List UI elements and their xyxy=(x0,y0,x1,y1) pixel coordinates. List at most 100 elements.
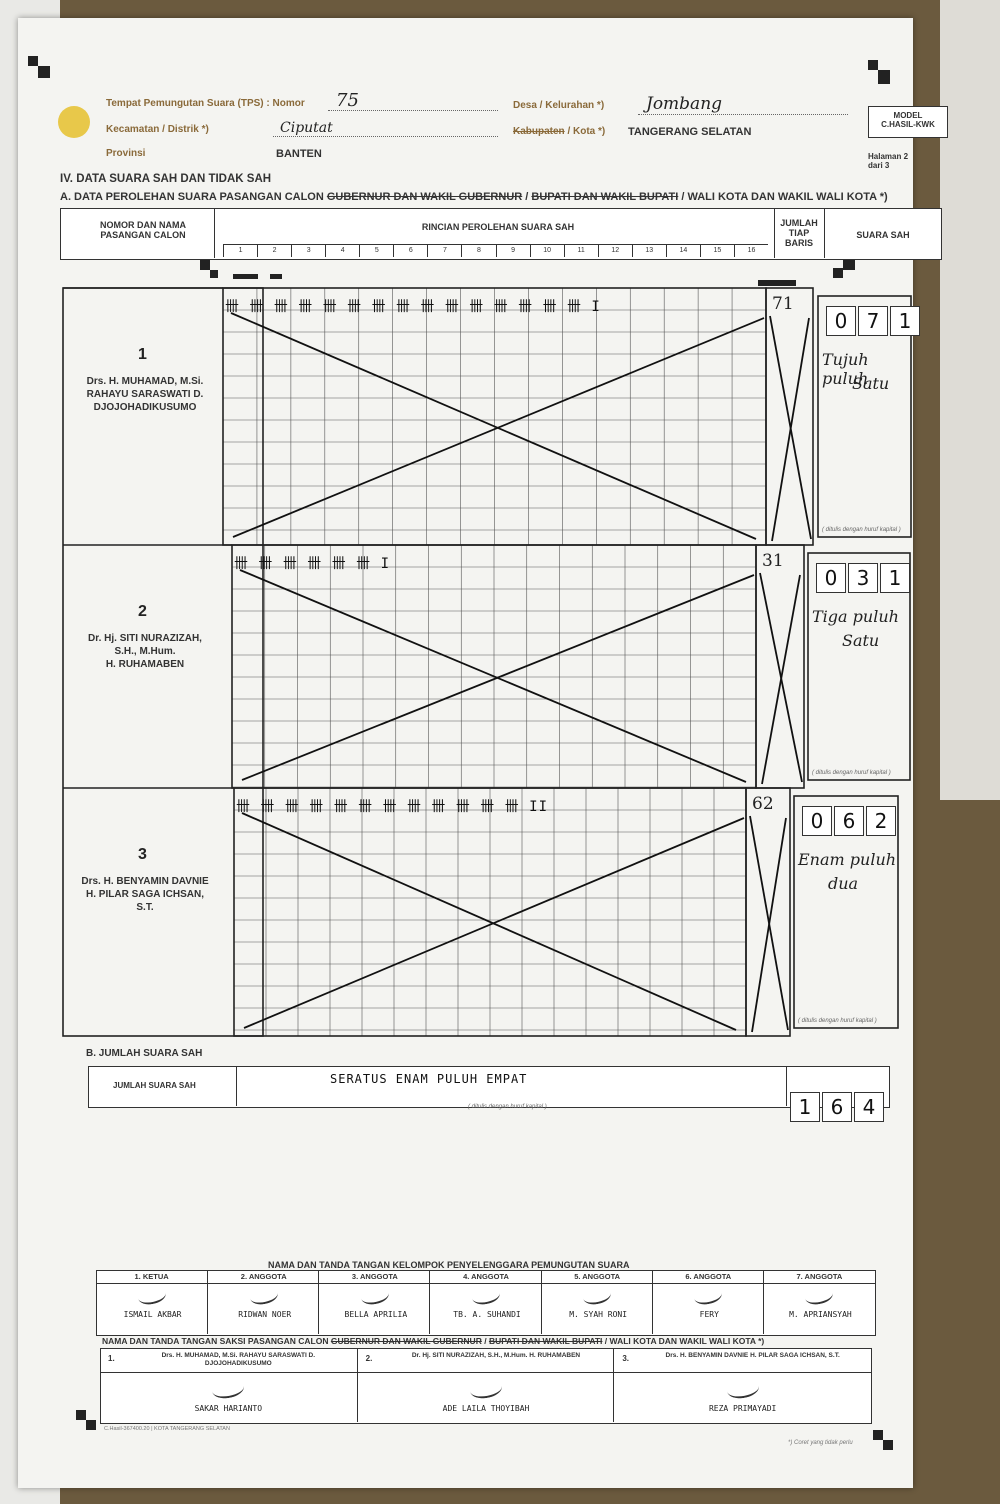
kpps-member-name: M. SYAH RONI xyxy=(569,1310,628,1319)
kpps-role: 7. ANGGOTA xyxy=(763,1272,875,1284)
desa-value: Jombang xyxy=(646,94,723,114)
suara-sah-digit-2: 7 xyxy=(858,306,888,336)
signature-mark xyxy=(468,1377,504,1401)
marker xyxy=(833,268,843,278)
corner-marker xyxy=(868,60,878,70)
marker xyxy=(86,1420,96,1430)
cancel-stroke xyxy=(769,315,812,540)
marker xyxy=(758,280,796,286)
suara-words-line2: Satu xyxy=(852,374,890,393)
saksi-struck-1: GUBERNUR DAN WAKIL GUBERNUR xyxy=(330,1336,482,1346)
saksi-title-prefix: NAMA DAN TANDA TANGAN SAKSI PASANGAN CAL… xyxy=(102,1336,329,1346)
total-digit-1: 1 xyxy=(790,1092,820,1122)
suara-sah-frame xyxy=(793,795,899,1029)
column-number: 2 xyxy=(257,245,291,257)
saksi-box xyxy=(100,1348,872,1424)
row-total-frame xyxy=(745,787,791,1037)
col-jumlah-header: JUMLAH TIAP BARIS xyxy=(780,218,818,248)
subtitle-struck-2: BUPATI DAN WAKIL BUPATI xyxy=(531,191,679,203)
header-divider xyxy=(824,208,825,258)
saksi-divider xyxy=(100,1372,357,1373)
halaman: Halaman 2 dari 3 xyxy=(868,152,909,170)
kpps-member-cell: 7. ANGGOTA M. APRIANSYAH xyxy=(762,1270,875,1334)
marker xyxy=(233,274,258,279)
model-line2: C.HASIL-KWK xyxy=(881,120,935,129)
corner-marker xyxy=(38,66,50,78)
saksi-pair: Dr. Hj. SITI NURAZIZAH, S.H., M.Hum. H. … xyxy=(411,1352,581,1359)
kpps-role: 3. ANGGOTA xyxy=(319,1272,431,1284)
marker xyxy=(200,260,210,270)
section-title: IV. DATA SUARA SAH DAN TIDAK SAH xyxy=(60,173,272,185)
provinsi-value: BANTEN xyxy=(276,148,322,160)
corner-marker xyxy=(28,56,38,66)
row-total-frame xyxy=(765,287,814,546)
total-divider xyxy=(236,1066,237,1106)
desa-label: Desa / Kelurahan *) xyxy=(513,100,605,111)
column-number: 10 xyxy=(529,245,564,257)
tally-marks: 卌 卌 卌 卌 卌 卌 卌 卌 卌 卌 卌 卌 II xyxy=(236,799,549,815)
subtitle-prefix: A. DATA PEROLEHAN SUARA PASANGAN CALON xyxy=(60,191,324,203)
signature-mark xyxy=(725,1377,760,1401)
kpps-member-name: FERY xyxy=(699,1310,719,1319)
suara-sah-digit-1: 0 xyxy=(816,563,846,593)
saksi-title-suffix: / WALI KOTA DAN WAKIL WALI KOTA *) xyxy=(604,1336,765,1346)
kpps-role: 2. ANGGOTA xyxy=(208,1272,320,1284)
section-subtitle: A. DATA PEROLEHAN SUARA PASANGAN CALON G… xyxy=(60,191,888,203)
cancel-stroke xyxy=(749,815,789,1031)
saksi-number: 2. xyxy=(365,1354,373,1363)
kpps-role: 1. KETUA xyxy=(96,1272,208,1284)
saksi-pair: Drs. H. BENYAMIN DAVNIE H. PILAR SAGA IC… xyxy=(665,1352,840,1359)
words-hint: ( ditulis dengan huruf kapital ) xyxy=(798,1018,877,1024)
kpu-logo-icon xyxy=(58,106,90,138)
cancel-stroke xyxy=(239,569,747,783)
candidate-name-line: H. RUHAMABEN xyxy=(105,659,185,670)
kpps-member-name: ISMAIL AKBAR xyxy=(123,1310,182,1319)
footer-note: *) Coret yang tidak perlu xyxy=(788,1440,853,1446)
row-total: 71 xyxy=(772,294,794,314)
signature-mark xyxy=(248,1285,280,1307)
candidate-name-line: S.T. xyxy=(136,902,154,913)
tally-marks: 卌 卌 卌 卌 卌 卌 卌 卌 卌 卌 卌 卌 卌 卌 卌 I xyxy=(225,299,601,315)
marker xyxy=(76,1410,86,1420)
marker xyxy=(873,1430,883,1440)
column-number: 7 xyxy=(427,245,461,257)
suara-sah-digit-3: 2 xyxy=(866,806,896,836)
tally-marks: 卌 卌 卌 卌 卌 卌 I xyxy=(234,556,391,572)
form-sheet: Tempat Pemungutan Suara (TPS) : Nomor 75… xyxy=(18,18,948,1488)
saksi-name: SAKAR HARIANTO xyxy=(194,1404,263,1413)
candidate-name-line: H. PILAR SAGA ICHSAN, xyxy=(86,889,204,900)
saksi-cell: 2. Dr. Hj. SITI NURAZIZAH, S.H., M.Hum. H… xyxy=(356,1348,615,1422)
signature-mark xyxy=(211,1377,246,1401)
column-number: 11 xyxy=(563,245,598,257)
kpps-member-name: M. APRIANSYAH xyxy=(789,1310,852,1319)
column-number: 13 xyxy=(631,245,666,257)
suara-sah-digit-2: 3 xyxy=(848,563,878,593)
kota-label: Kabupaten / Kota *) xyxy=(513,126,605,137)
total-label: JUMLAH SUARA SAH xyxy=(113,1081,196,1090)
kpps-member-cell: 4. ANGGOTA TB. A. SUHANDI xyxy=(429,1270,542,1334)
model-box: MODEL C.HASIL-KWK xyxy=(868,106,948,138)
background-wall-right xyxy=(940,0,1000,800)
kpps-role: 6. ANGGOTA xyxy=(652,1272,764,1284)
saksi-number: 1. xyxy=(108,1354,115,1363)
candidate-number: 2 xyxy=(138,603,147,620)
marker xyxy=(270,274,282,279)
suara-sah-digit-1: 0 xyxy=(826,306,856,336)
saksi-title: NAMA DAN TANDA TANGAN SAKSI PASANGAN CAL… xyxy=(102,1336,765,1346)
marker xyxy=(883,1440,893,1450)
marker xyxy=(843,260,855,270)
saksi-name: REZA PRIMAYADI xyxy=(708,1404,777,1413)
column-number: 6 xyxy=(393,245,427,257)
saksi-number: 3. xyxy=(622,1354,629,1363)
signature-mark xyxy=(581,1285,613,1307)
words-hint: ( ditulis dengan huruf kapital ) xyxy=(812,770,891,776)
column-number: 9 xyxy=(495,245,530,257)
signature-mark xyxy=(692,1285,724,1307)
suara-sah-frame xyxy=(807,552,911,781)
header-divider xyxy=(214,208,215,258)
words-hint: ( ditulis dengan huruf kapital ) xyxy=(822,527,901,533)
total-box xyxy=(88,1066,890,1108)
cancel-stroke xyxy=(230,312,757,540)
suara-sah-digit-3: 1 xyxy=(890,306,920,336)
column-number: 8 xyxy=(461,245,495,257)
